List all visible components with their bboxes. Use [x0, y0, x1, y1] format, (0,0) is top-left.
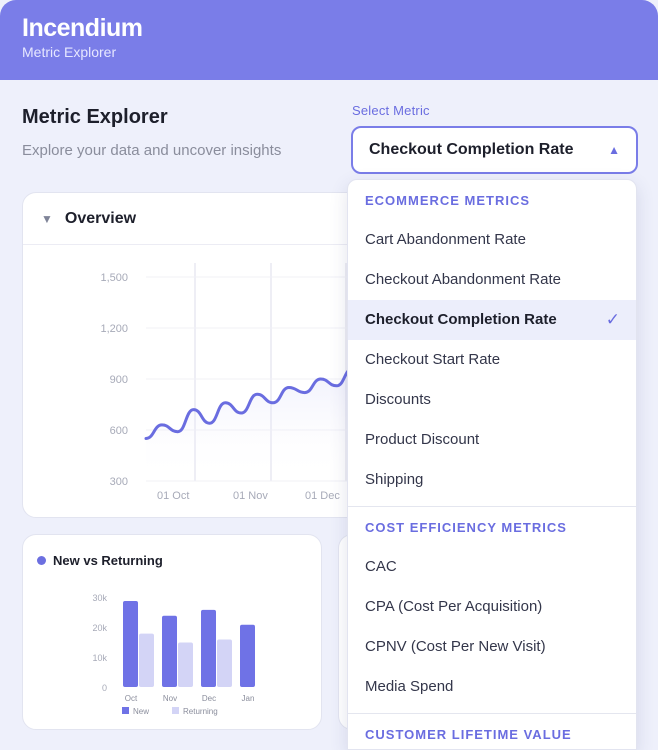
caret-up-icon: ▲: [608, 143, 620, 157]
dropdown-group: CUSTOMER LIFETIME VALUE: [348, 714, 636, 749]
dropdown-group: COST EFFICIENCY METRICS CAC CPA (Cost Per …: [348, 507, 636, 709]
dropdown-option-label: Checkout Completion Rate: [365, 311, 557, 328]
bar-returning: [178, 642, 193, 687]
series-line: [144, 367, 361, 440]
dropdown-option[interactable]: Media Spend: [348, 667, 636, 707]
x-tick-label: Jan: [242, 694, 255, 703]
legend-label: New: [133, 707, 149, 716]
metric-select[interactable]: Checkout Completion Rate ▲: [351, 126, 638, 174]
bar-returning: [139, 633, 154, 687]
dropdown-option-label: Checkout Start Rate: [365, 351, 501, 368]
y-tick-label: 300: [110, 476, 128, 488]
bar-new: [123, 600, 138, 687]
y-tick-label: 20k: [92, 623, 107, 633]
brand-logo[interactable]: Incendium: [22, 14, 143, 42]
y-tick-label: 1,500: [100, 272, 128, 284]
x-tick-label: 01 Nov: [233, 490, 268, 502]
y-tick-label: 1,200: [100, 323, 128, 335]
new-vs-returning-header: New vs Returning: [37, 553, 163, 568]
metric-select-value: Checkout Completion Rate: [369, 141, 574, 158]
dropdown-group-label: CUSTOMER LIFETIME VALUE: [365, 727, 572, 742]
dropdown-option-label: CAC: [365, 558, 397, 575]
x-tick-label: Oct: [125, 694, 138, 703]
select-metric-label: Select Metric: [352, 103, 430, 118]
dropdown-option-label: CPA (Cost Per Acquisition): [365, 598, 543, 615]
dropdown-option[interactable]: CAC: [348, 547, 636, 587]
dropdown-group: ECOMMERCE METRICS Cart Abandonment Rate Ch…: [348, 180, 636, 502]
legend-swatch: [172, 707, 179, 714]
y-tick-label: 600: [110, 425, 128, 437]
group-divider: [348, 713, 636, 714]
new-vs-returning-bar-chart: 0 10k 20k 30k Oct Nov Dec Jan New Returning: [92, 593, 255, 716]
dropdown-option[interactable]: Cart Abandonment Rate: [348, 220, 636, 260]
dropdown-option-label: Checkout Abandonment Rate: [365, 271, 561, 288]
dropdown-group-label: ECOMMERCE METRICS: [365, 193, 531, 208]
dropdown-option-label: Discounts: [365, 391, 431, 408]
bar-new: [240, 624, 255, 687]
group-divider: [348, 506, 636, 507]
dropdown-option[interactable]: Checkout Abandonment Rate: [348, 260, 636, 300]
overview-title: Overview: [64, 209, 137, 227]
checkmark-icon: ✓: [605, 310, 620, 329]
legend-swatch: [122, 707, 129, 714]
page-subtitle: Explore your data and uncover insights: [22, 142, 282, 159]
dropdown-option[interactable]: Product Discount: [348, 420, 636, 460]
new-vs-returning-title: New vs Returning: [53, 553, 163, 568]
y-tick-label: 0: [102, 683, 107, 693]
dropdown-option-label: Media Spend: [365, 678, 454, 695]
dropdown-option[interactable]: CPNV (Cost Per New Visit): [348, 627, 636, 667]
brand-subtitle: Metric Explorer: [22, 44, 117, 60]
dropdown-option[interactable]: CPA (Cost Per Acquisition): [348, 587, 636, 627]
dropdown-option-label: Product Discount: [365, 431, 480, 448]
metric-dropdown[interactable]: ECOMMERCE METRICS Cart Abandonment Rate Ch…: [347, 179, 637, 750]
dropdown-option[interactable]: Checkout Completion Rate ✓: [348, 300, 636, 340]
dropdown-group-label: COST EFFICIENCY METRICS: [365, 520, 567, 535]
bar-new: [201, 609, 216, 687]
dropdown-option[interactable]: Discounts: [348, 380, 636, 420]
x-tick-label: Dec: [202, 694, 216, 703]
dot-icon: [37, 556, 46, 565]
y-tick-label: 30k: [92, 593, 107, 603]
new-vs-returning-card: New vs Returning 0 10k 20k 30k Oct Nov Dec Jan N…: [22, 534, 322, 730]
dropdown-option[interactable]: Checkout Start Rate: [348, 340, 636, 380]
x-tick-label: Nov: [163, 694, 177, 703]
y-tick-label: 900: [110, 374, 128, 386]
dropdown-option[interactable]: Shipping: [348, 460, 636, 500]
legend-label: Returning: [183, 707, 218, 716]
overview-card: ▼ Overview 300 600 900 1,200 1,500 01 Oct 01 N…: [22, 192, 362, 518]
app-header: Incendium Metric Explorer: [0, 0, 658, 80]
x-tick-label: 01 Oct: [157, 490, 189, 502]
dropdown-option-label: Shipping: [365, 471, 424, 488]
overview-line-chart: 300 600 900 1,200 1,500 01 Oct 01 Nov 01 Dec: [100, 263, 361, 502]
y-tick-label: 10k: [92, 653, 107, 663]
triangle-down-icon[interactable]: ▼: [41, 211, 53, 226]
bar-returning: [217, 639, 232, 687]
bar-new: [162, 615, 177, 687]
line-area: [146, 368, 361, 481]
x-tick-label: 01 Dec: [305, 490, 340, 502]
dropdown-option-label: CPNV (Cost Per New Visit): [365, 638, 546, 655]
overview-header[interactable]: ▼ Overview: [23, 193, 361, 245]
page-title: Metric Explorer: [22, 106, 168, 128]
dropdown-option-label: Cart Abandonment Rate: [365, 231, 526, 248]
